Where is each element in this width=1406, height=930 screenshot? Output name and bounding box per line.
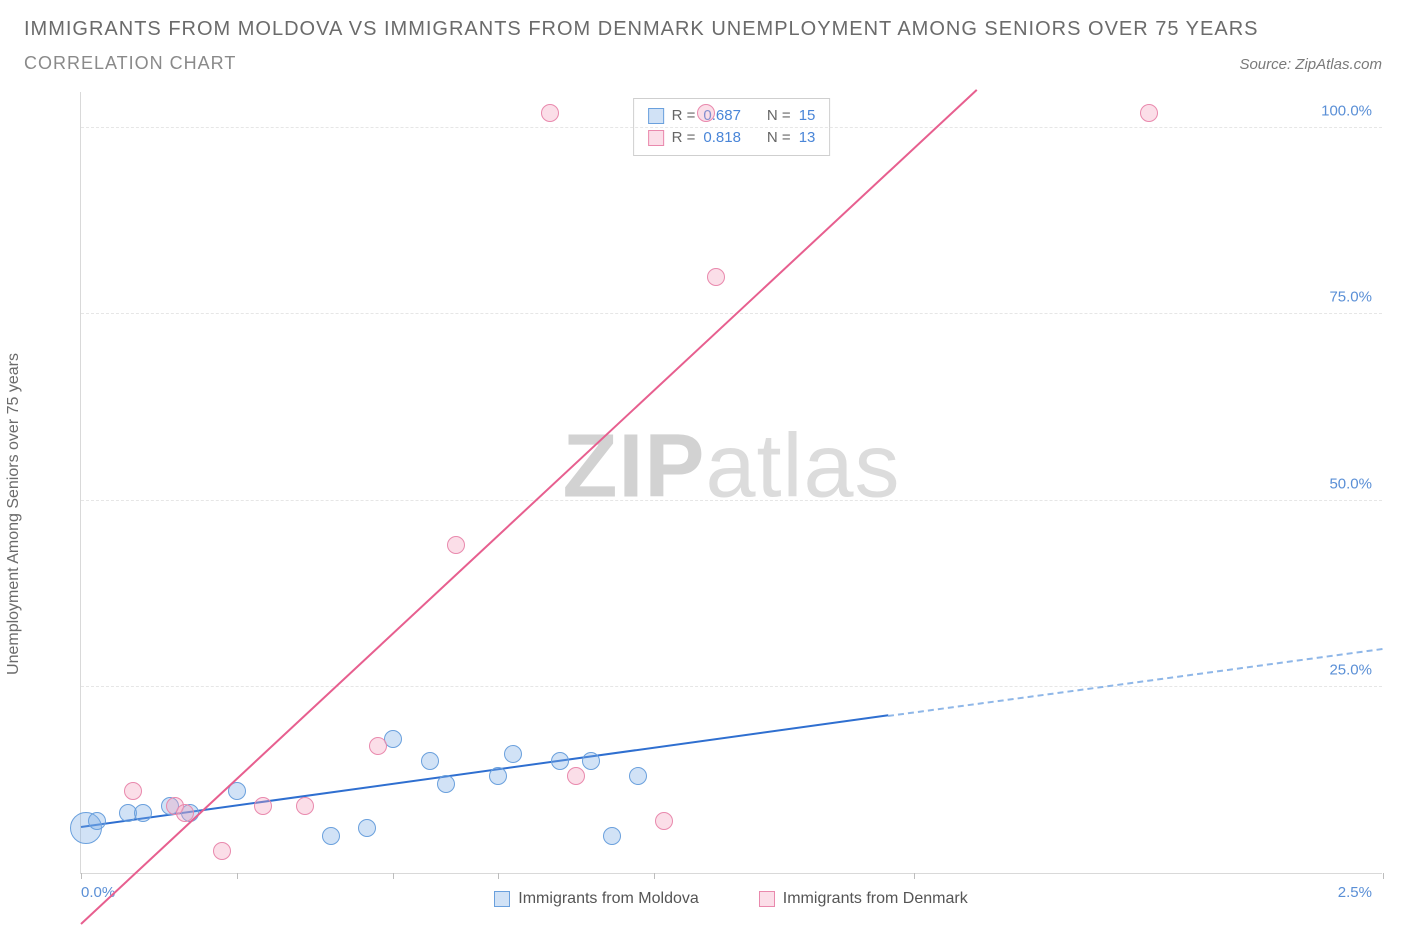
x-tick-mark	[237, 873, 238, 879]
y-tick-label: 100.0%	[1321, 103, 1372, 120]
x-tick-mark	[654, 873, 655, 879]
y-axis-label: Unemployment Among Seniors over 75 years	[5, 353, 23, 675]
gridline	[81, 686, 1382, 687]
data-point	[603, 827, 621, 845]
data-point	[437, 775, 455, 793]
legend-label: Immigrants from Moldova	[518, 890, 699, 908]
legend-label: Immigrants from Denmark	[783, 890, 968, 908]
n-value: 15	[799, 105, 816, 127]
legend-swatch	[494, 891, 510, 907]
r-label: R =	[672, 105, 696, 127]
watermark-suffix: atlas	[705, 416, 900, 516]
data-point	[489, 767, 507, 785]
gridline	[81, 500, 1382, 501]
n-label: N =	[767, 127, 791, 149]
legend-row: R =0.687N =15	[648, 105, 816, 127]
data-point	[567, 767, 585, 785]
data-point	[384, 730, 402, 748]
y-tick-label: 75.0%	[1329, 289, 1372, 306]
x-tick-mark	[81, 873, 82, 879]
trend-line	[888, 648, 1383, 717]
y-tick-label: 50.0%	[1329, 475, 1372, 492]
data-point	[124, 782, 142, 800]
r-label: R =	[672, 127, 696, 149]
x-tick-mark	[393, 873, 394, 879]
legend-item: Immigrants from Denmark	[759, 890, 968, 908]
data-point	[447, 536, 465, 554]
data-point	[421, 752, 439, 770]
data-point	[707, 268, 725, 286]
data-point	[254, 797, 272, 815]
data-point	[322, 827, 340, 845]
trend-line	[80, 89, 977, 925]
subtitle-row: CORRELATION CHART Source: ZipAtlas.com	[24, 53, 1382, 74]
data-point	[551, 752, 569, 770]
chart-header: IMMIGRANTS FROM MOLDOVA VS IMMIGRANTS FR…	[0, 0, 1406, 74]
data-point	[358, 819, 376, 837]
data-point	[213, 842, 231, 860]
gridline	[81, 127, 1382, 128]
data-point	[504, 745, 522, 763]
r-value: 0.818	[703, 127, 741, 149]
data-point	[88, 812, 106, 830]
legend-swatch	[759, 891, 775, 907]
chart-subtitle: CORRELATION CHART	[24, 53, 236, 74]
legend-row: R = 0.818 N = 13	[648, 127, 816, 149]
chart-title: IMMIGRANTS FROM MOLDOVA VS IMMIGRANTS FR…	[24, 18, 1382, 41]
data-point	[134, 804, 152, 822]
data-point	[697, 104, 715, 122]
legend-swatch	[648, 130, 664, 146]
x-tick-mark	[498, 873, 499, 879]
data-point	[296, 797, 314, 815]
x-tick-mark	[1383, 873, 1384, 879]
data-point	[582, 752, 600, 770]
n-label: N =	[767, 105, 791, 127]
y-tick-label: 25.0%	[1329, 661, 1372, 678]
watermark: ZIPatlas	[562, 415, 900, 518]
data-point	[541, 104, 559, 122]
chart-area: Unemployment Among Seniors over 75 years…	[24, 92, 1382, 918]
source-attribution: Source: ZipAtlas.com	[1239, 56, 1382, 73]
legend-swatch	[648, 108, 664, 124]
data-point	[655, 812, 673, 830]
plot-area: ZIPatlas R =0.687N =15R =0.818N =13 0.0%…	[80, 92, 1382, 874]
series-legend: Immigrants from Moldova Immigrants from D…	[80, 890, 1382, 908]
data-point	[176, 804, 194, 822]
gridline	[81, 313, 1382, 314]
x-tick-mark	[914, 873, 915, 879]
data-point	[369, 737, 387, 755]
data-point	[1140, 104, 1158, 122]
legend-item: Immigrants from Moldova	[494, 890, 699, 908]
data-point	[629, 767, 647, 785]
watermark-prefix: ZIP	[562, 416, 705, 516]
n-value: 13	[799, 127, 816, 149]
